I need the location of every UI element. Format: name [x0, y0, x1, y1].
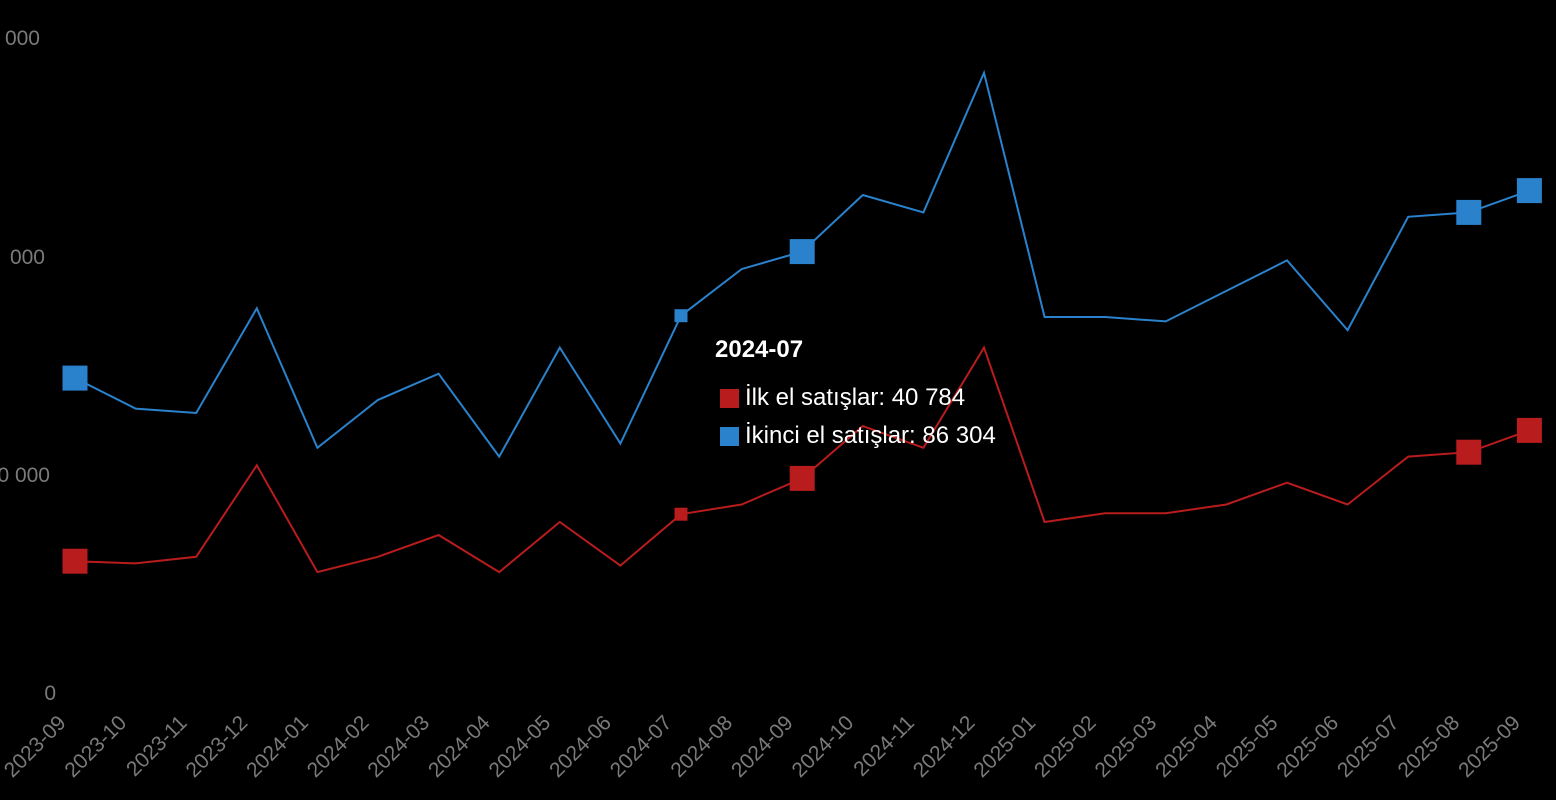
x-tick-label: 2024-03 — [363, 711, 434, 782]
x-tick-label: 2025-05 — [1212, 711, 1283, 782]
data-point-marker[interactable] — [674, 309, 688, 323]
data-point-marker[interactable] — [789, 465, 815, 491]
data-point-marker[interactable] — [1516, 178, 1542, 204]
data-point-marker[interactable] — [1456, 199, 1482, 225]
series-1 — [62, 345, 1542, 574]
legend-swatch-primary — [720, 389, 739, 408]
x-tick-label: 2025-03 — [1091, 711, 1162, 782]
x-tick-label: 2024-11 — [849, 711, 919, 781]
x-tick-label: 2025-09 — [1454, 711, 1525, 782]
x-tick-label: 2025-04 — [1151, 711, 1222, 782]
data-point-marker[interactable] — [62, 365, 88, 391]
y-tick-label: 000 — [10, 246, 45, 269]
y-tick-label: 0 000 — [0, 464, 50, 487]
x-tick-label: 2024-10 — [788, 711, 859, 782]
tooltip-row-primary: İlk el satışlar: 40 784 — [720, 384, 965, 412]
tooltip-row-label: İlk el satışlar: 40 784 — [745, 384, 966, 411]
y-tick-label: 000 — [5, 27, 40, 50]
x-tick-label: 2024-04 — [424, 711, 495, 782]
x-tick-label: 2025-02 — [1030, 711, 1101, 782]
x-tick-label: 2024-09 — [727, 711, 798, 782]
data-point-marker[interactable] — [789, 239, 815, 265]
x-tick-label: 2023-11 — [122, 711, 192, 781]
y-tick-label: 0 — [44, 682, 56, 705]
x-axis: 2023-092023-102023-112023-122024-012024-… — [0, 711, 1525, 782]
x-tick-label: 2024-01 — [242, 711, 313, 782]
x-tick-label: 2025-01 — [969, 711, 1040, 782]
x-tick-label: 2024-06 — [545, 711, 616, 782]
x-tick-label: 2023-10 — [60, 711, 131, 782]
data-point-marker[interactable] — [1516, 417, 1542, 443]
x-tick-label: 2024-07 — [606, 711, 677, 782]
x-tick-label: 2025-06 — [1272, 711, 1343, 782]
x-tick-label: 2024-08 — [666, 711, 737, 782]
data-point-marker[interactable] — [674, 507, 688, 521]
tooltip-row-secondary: İkinci el satışlar: 86 304 — [720, 422, 996, 450]
x-tick-label: 2023-12 — [182, 711, 253, 782]
legend-swatch-secondary — [720, 427, 739, 446]
x-tick-label: 2024-05 — [485, 711, 556, 782]
tooltip: 2024-07 İlk el satışlar: 40 784 İkinci e… — [712, 332, 1042, 462]
x-tick-label: 2024-02 — [303, 711, 374, 782]
x-tick-label: 2025-07 — [1333, 711, 1404, 782]
x-tick-label: 2023-09 — [0, 711, 71, 782]
data-point-marker[interactable] — [62, 548, 88, 574]
tooltip-row-label: İkinci el satışlar: 86 304 — [745, 422, 996, 449]
x-tick-label: 2024-12 — [909, 711, 980, 782]
tooltip-title: 2024-07 — [715, 336, 804, 363]
series-2 — [62, 69, 1542, 459]
series-layer — [62, 69, 1542, 574]
y-axis: 0 0 000 000 000 — [0, 27, 56, 705]
x-tick-label: 2025-08 — [1394, 711, 1465, 782]
data-point-marker[interactable] — [1456, 439, 1482, 465]
